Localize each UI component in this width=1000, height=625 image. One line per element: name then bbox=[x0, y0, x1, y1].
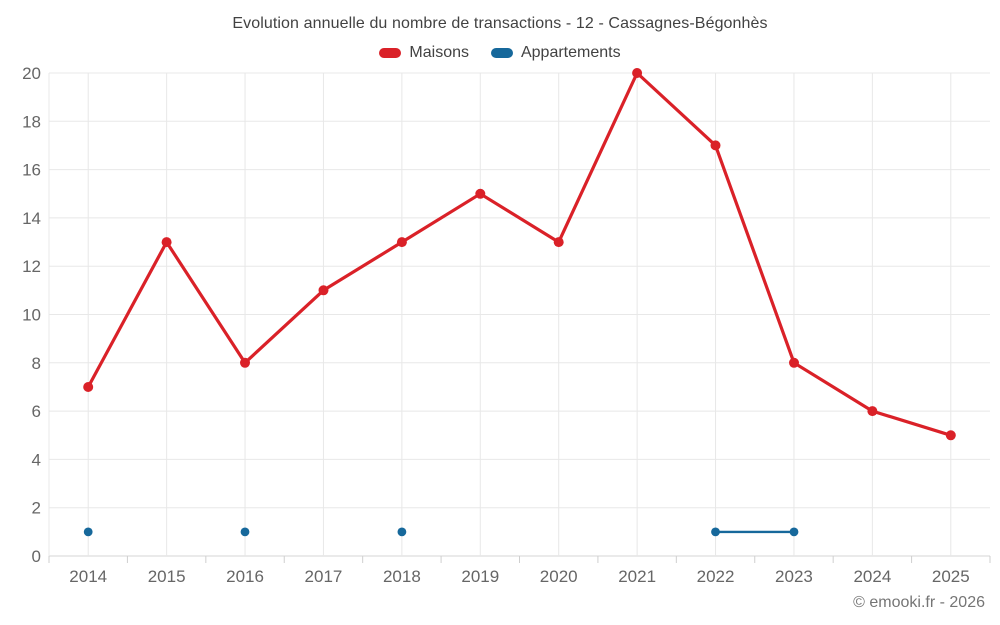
series-line-maisons bbox=[86, 71, 953, 437]
data-point-appartements-2018[interactable] bbox=[397, 527, 407, 537]
x-tick-label: 2014 bbox=[69, 567, 107, 586]
x-tick-label: 2021 bbox=[618, 567, 656, 586]
y-tick-label: 20 bbox=[22, 64, 41, 83]
legend-item-label: Appartements bbox=[520, 44, 621, 61]
legend-item-appartements[interactable]: Appartements bbox=[490, 44, 621, 62]
data-point-maisons-2021[interactable] bbox=[632, 68, 643, 78]
y-tick-label: 16 bbox=[22, 161, 41, 180]
data-point-maisons-2023[interactable] bbox=[789, 357, 799, 368]
data-point-appartements-2023[interactable] bbox=[789, 527, 799, 537]
legend: Maisons Appartements bbox=[0, 44, 1000, 62]
data-point-maisons-2017[interactable] bbox=[318, 285, 329, 296]
data-point-maisons-2022[interactable] bbox=[710, 140, 721, 151]
x-tick-label: 2015 bbox=[148, 567, 186, 586]
data-point-appartements-2016[interactable] bbox=[240, 527, 250, 537]
chart-title: Evolution annuelle du nombre de transact… bbox=[232, 15, 768, 32]
y-tick-label: 0 bbox=[32, 547, 41, 566]
x-tick-label: 2024 bbox=[853, 567, 891, 586]
data-point-maisons-2018[interactable] bbox=[396, 237, 407, 248]
legend-swatch-icon bbox=[490, 48, 513, 58]
data-point-maisons-2015[interactable] bbox=[161, 237, 172, 248]
data-point-maisons-2024[interactable] bbox=[867, 406, 878, 417]
x-tick-label: 2018 bbox=[383, 567, 421, 586]
x-tick-label: 2020 bbox=[540, 567, 578, 586]
legend-item-label: Maisons bbox=[409, 44, 469, 61]
data-point-maisons-2016[interactable] bbox=[240, 357, 250, 368]
copyright: © emooki.fr - 2026 bbox=[853, 594, 985, 611]
y-tick-label: 2 bbox=[32, 499, 41, 518]
data-point-maisons-2020[interactable] bbox=[553, 237, 564, 248]
y-tick-label: 6 bbox=[32, 402, 41, 421]
data-point-appartements-2014[interactable] bbox=[83, 527, 93, 537]
y-tick-label: 12 bbox=[22, 257, 41, 276]
data-point-appartements-2022[interactable] bbox=[711, 527, 720, 537]
x-tick-label: 2019 bbox=[461, 567, 499, 586]
y-tick-label: 4 bbox=[32, 450, 41, 469]
y-tick-label: 8 bbox=[32, 354, 41, 373]
x-tick-label: 2022 bbox=[697, 567, 735, 586]
x-tick-label: 2025 bbox=[932, 567, 970, 586]
data-point-maisons-2025[interactable] bbox=[945, 430, 956, 441]
y-tick-label: 14 bbox=[22, 209, 41, 228]
x-tick-label: 2023 bbox=[775, 567, 813, 586]
y-tick-label: 10 bbox=[22, 306, 41, 325]
x-tick-label: 2017 bbox=[305, 567, 343, 586]
data-point-maisons-2014[interactable] bbox=[83, 382, 94, 392]
data-point-maisons-2019[interactable] bbox=[475, 188, 486, 199]
legend-item-maisons[interactable]: Maisons bbox=[379, 44, 469, 62]
y-tick-label: 18 bbox=[22, 112, 41, 131]
legend-swatch-icon bbox=[379, 48, 402, 58]
x-tick-label: 2016 bbox=[226, 567, 264, 586]
